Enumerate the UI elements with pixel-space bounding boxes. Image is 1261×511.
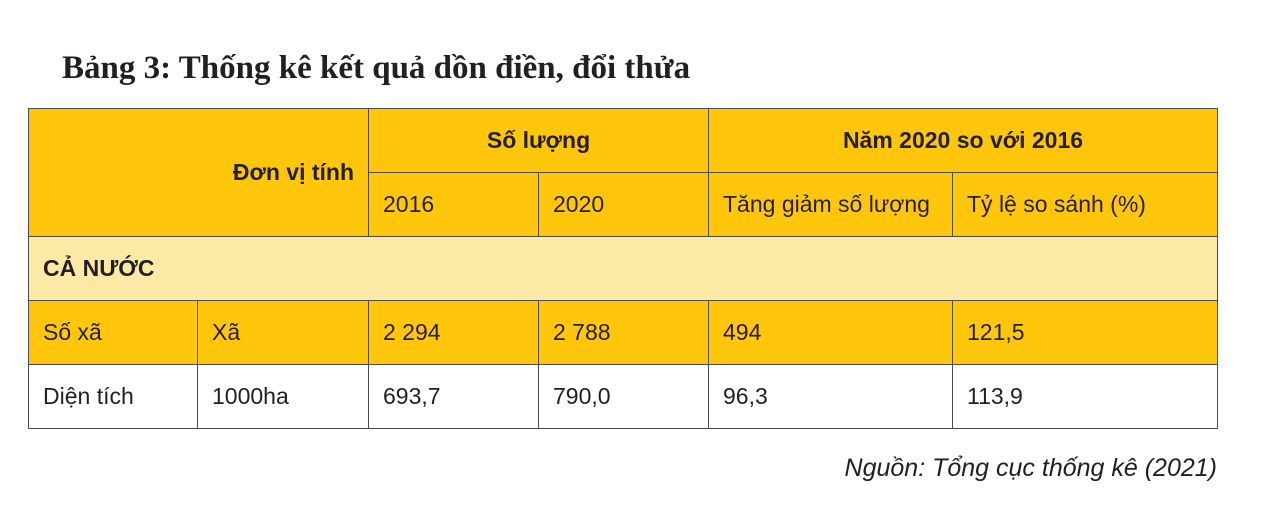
table-title: Bảng 3: Thống kê kết quả dồn điền, đổi t… [62, 50, 691, 86]
column-header: 2020 [538, 172, 709, 237]
unit-header: Đơn vị tính [28, 108, 369, 237]
cell: 790,0 [538, 364, 709, 429]
cell: Diện tích [28, 364, 198, 429]
cell: Số xã [28, 300, 198, 365]
section-row: CẢ NƯỚC [28, 236, 1218, 301]
cell: 2 788 [538, 300, 709, 365]
group-header: Số lượng [368, 108, 709, 173]
cell: 113,9 [952, 364, 1218, 429]
cell: 2 294 [368, 300, 539, 365]
data-row: Số xã Xã 2 294 2 788 494 121,5 [28, 300, 1218, 365]
group-header: Năm 2020 so với 2016 [708, 108, 1218, 173]
header-row: 2016 2020 Tăng giảm số lượng Tỷ lệ so sá… [28, 172, 1218, 237]
cell: 121,5 [952, 300, 1218, 365]
source-note: Nguồn: Tổng cục thống kê (2021) [844, 454, 1217, 482]
column-header: 2016 [368, 172, 539, 237]
section-label: CẢ NƯỚC [28, 236, 1218, 301]
data-table: Đơn vị tính Số lượng Năm 2020 so với 201… [28, 108, 1218, 429]
header-row: Đơn vị tính Số lượng Năm 2020 so với 201… [28, 108, 1218, 237]
cell: 494 [708, 300, 953, 365]
cell: 693,7 [368, 364, 539, 429]
cell: 96,3 [708, 364, 953, 429]
column-header: Tỷ lệ so sánh (%) [952, 172, 1218, 237]
data-row: Diện tích 1000ha 693,7 790,0 96,3 113,9 [28, 364, 1218, 429]
cell: 1000ha [197, 364, 369, 429]
cell: Xã [197, 300, 369, 365]
column-header: Tăng giảm số lượng [708, 172, 953, 237]
